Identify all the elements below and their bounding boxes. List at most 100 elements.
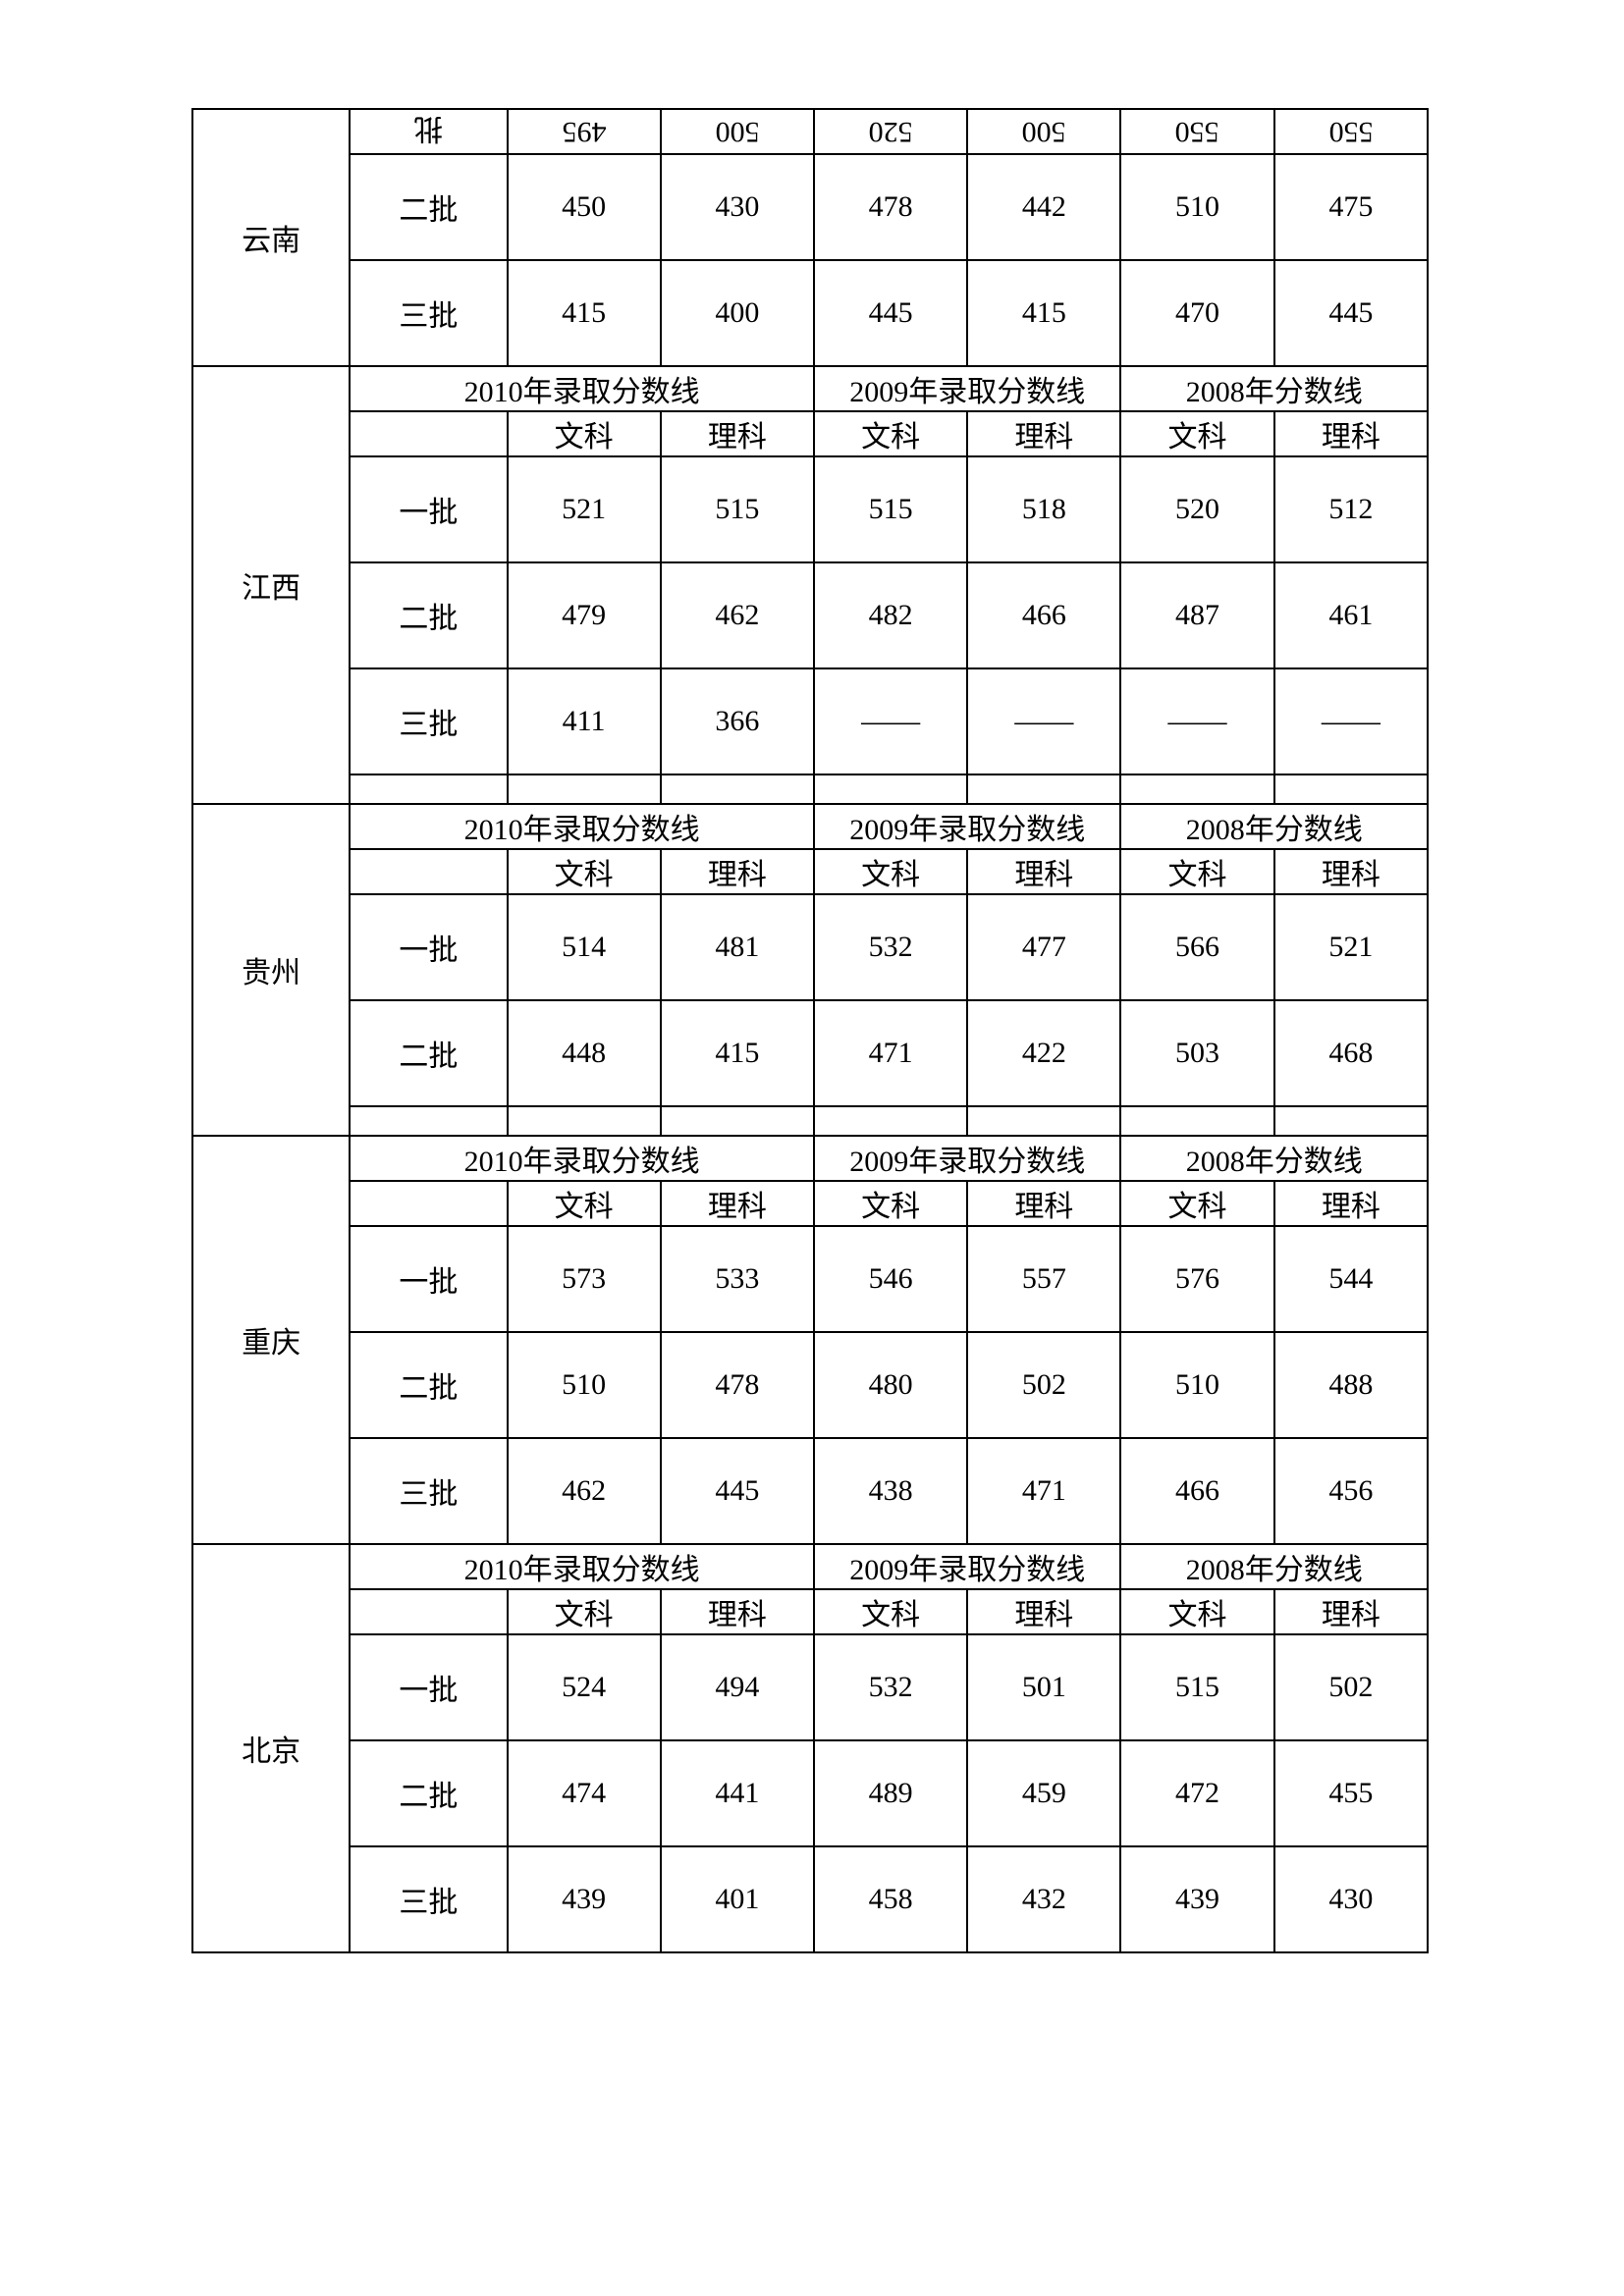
- year-header-2010: 2010年录取分数线: [350, 804, 814, 849]
- data-cell: 502: [1274, 1634, 1428, 1740]
- spacer-cell: [967, 1106, 1120, 1136]
- like-cell: 理科: [967, 411, 1120, 456]
- data-cell: 445: [814, 260, 967, 366]
- year-header-2010: 2010年录取分数线: [350, 1136, 814, 1181]
- data-cell: 480: [814, 1332, 967, 1438]
- batch-cell: 一批: [350, 1226, 507, 1332]
- data-cell: 438: [814, 1438, 967, 1544]
- data-cell: 475: [1274, 154, 1428, 260]
- province-cell: 云南: [192, 109, 350, 366]
- data-cell: 494: [661, 1634, 814, 1740]
- batch-cell: 批: [350, 109, 507, 154]
- wenke-cell: 文科: [508, 1589, 661, 1634]
- data-cell: 462: [508, 1438, 661, 1544]
- data-cell: 462: [661, 562, 814, 668]
- data-cell: 422: [967, 1000, 1120, 1106]
- like-cell: 理科: [967, 1589, 1120, 1634]
- spacer-cell: [350, 1106, 507, 1136]
- data-cell: 544: [1274, 1226, 1428, 1332]
- data-cell: 458: [814, 1846, 967, 1952]
- data-cell: 411: [508, 668, 661, 774]
- data-cell: 430: [661, 154, 814, 260]
- spacer-cell: [508, 774, 661, 804]
- data-cell: 503: [1120, 1000, 1273, 1106]
- data-cell: 468: [1274, 1000, 1428, 1106]
- data-cell: 461: [1274, 562, 1428, 668]
- spacer-cell: [814, 774, 967, 804]
- like-cell: 理科: [1274, 849, 1428, 894]
- wenke-cell: 文科: [508, 849, 661, 894]
- batch-cell: 二批: [350, 562, 507, 668]
- data-cell: 524: [508, 1634, 661, 1740]
- data-cell: 573: [508, 1226, 661, 1332]
- data-cell: 472: [1120, 1740, 1273, 1846]
- data-cell: 459: [967, 1740, 1120, 1846]
- province-cell: 江西: [192, 366, 350, 804]
- spacer-cell: [661, 774, 814, 804]
- data-cell: 366: [661, 668, 814, 774]
- batch-cell: 三批: [350, 1438, 507, 1544]
- year-header-2009: 2009年录取分数线: [814, 804, 1120, 849]
- data-cell: 515: [814, 456, 967, 562]
- province-cell: 贵州: [192, 804, 350, 1136]
- like-cell: 理科: [661, 411, 814, 456]
- data-cell: 479: [508, 562, 661, 668]
- year-header-2008: 2008年分数线: [1120, 366, 1428, 411]
- data-cell: 445: [661, 1438, 814, 1544]
- year-header-2010: 2010年录取分数线: [350, 366, 814, 411]
- data-cell: 520: [814, 109, 967, 154]
- data-cell: 546: [814, 1226, 967, 1332]
- year-header-2008: 2008年分数线: [1120, 1544, 1428, 1589]
- data-cell: 518: [967, 456, 1120, 562]
- table-container: 云南批495500520500550550二批45043047844251047…: [191, 108, 1429, 1953]
- year-header-2008: 2008年分数线: [1120, 804, 1428, 849]
- data-cell: 515: [661, 456, 814, 562]
- data-cell: 510: [1120, 154, 1273, 260]
- data-cell: 401: [661, 1846, 814, 1952]
- spacer-cell: [508, 1106, 661, 1136]
- data-cell: 478: [661, 1332, 814, 1438]
- data-cell: 514: [508, 894, 661, 1000]
- batch-cell: 二批: [350, 154, 507, 260]
- data-cell: ——: [1120, 668, 1273, 774]
- data-cell: 478: [814, 154, 967, 260]
- data-cell: 439: [1120, 1846, 1273, 1952]
- batch-cell: 一批: [350, 456, 507, 562]
- data-cell: 520: [1120, 456, 1273, 562]
- spacer-cell: [350, 774, 507, 804]
- data-cell: 576: [1120, 1226, 1273, 1332]
- wenke-cell: 文科: [814, 849, 967, 894]
- data-cell: 550: [1274, 109, 1428, 154]
- data-cell: 515: [1120, 1634, 1273, 1740]
- empty-cell: [350, 1181, 507, 1226]
- data-cell: 471: [814, 1000, 967, 1106]
- scores-table: 云南批495500520500550550二批45043047844251047…: [191, 108, 1429, 1953]
- batch-cell: 二批: [350, 1332, 507, 1438]
- like-cell: 理科: [1274, 1181, 1428, 1226]
- wenke-cell: 文科: [814, 1181, 967, 1226]
- data-cell: 415: [967, 260, 1120, 366]
- wenke-cell: 文科: [508, 1181, 661, 1226]
- data-cell: 470: [1120, 260, 1273, 366]
- like-cell: 理科: [1274, 1589, 1428, 1634]
- data-cell: 495: [508, 109, 661, 154]
- empty-cell: [350, 411, 507, 456]
- wenke-cell: 文科: [814, 1589, 967, 1634]
- data-cell: 482: [814, 562, 967, 668]
- province-cell: 北京: [192, 1544, 350, 1952]
- batch-cell: 三批: [350, 668, 507, 774]
- data-cell: 489: [814, 1740, 967, 1846]
- data-cell: 439: [508, 1846, 661, 1952]
- data-cell: 445: [1274, 260, 1428, 366]
- data-cell: 415: [508, 260, 661, 366]
- data-cell: 448: [508, 1000, 661, 1106]
- year-header-2009: 2009年录取分数线: [814, 1136, 1120, 1181]
- data-cell: 415: [661, 1000, 814, 1106]
- data-cell: 510: [1120, 1332, 1273, 1438]
- data-cell: 466: [967, 562, 1120, 668]
- spacer-cell: [1274, 1106, 1428, 1136]
- spacer-cell: [1274, 774, 1428, 804]
- data-cell: 502: [967, 1332, 1120, 1438]
- data-cell: 400: [661, 260, 814, 366]
- spacer-cell: [967, 774, 1120, 804]
